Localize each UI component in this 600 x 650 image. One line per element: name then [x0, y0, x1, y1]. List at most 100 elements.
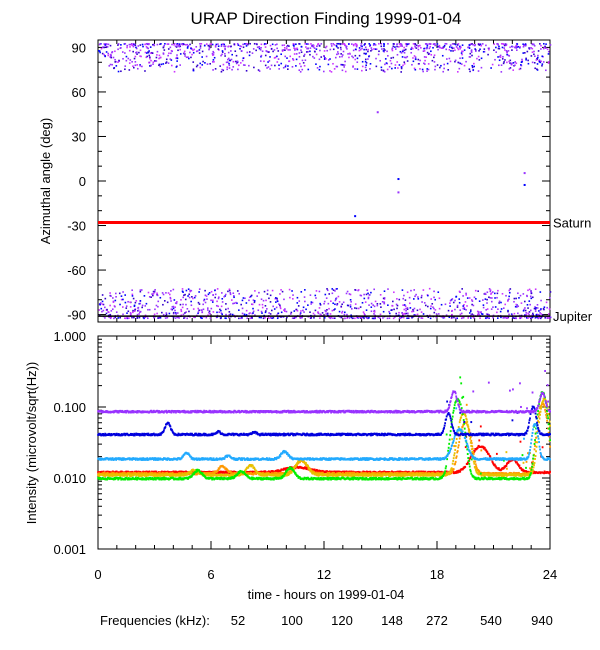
- azimuth-point: [176, 60, 178, 62]
- azimuth-point: [260, 55, 262, 58]
- azimuth-point: [252, 310, 255, 313]
- time-xtick-label: 24: [543, 567, 557, 582]
- intensity-point: [457, 444, 460, 447]
- azimuth-point: [357, 289, 360, 291]
- azimuth-point: [356, 57, 359, 60]
- azimuth-point: [324, 57, 326, 59]
- azimuth-point: [369, 45, 371, 48]
- azimuth-point: [330, 45, 333, 47]
- azimuth-point: [324, 293, 327, 296]
- azimuth-point: [489, 290, 492, 293]
- azimuth-point: [434, 44, 436, 47]
- intensity-point: [128, 474, 131, 477]
- azimuth-point: [540, 299, 542, 302]
- azimuth-point: [534, 310, 537, 312]
- azimuth-point: [461, 53, 463, 56]
- azimuth-point: [466, 305, 468, 307]
- azimuth-point: [162, 303, 164, 306]
- azimuth-point: [519, 294, 522, 297]
- intensity-point: [410, 472, 413, 475]
- intensity-point: [242, 473, 245, 476]
- azimuth-point: [390, 57, 393, 59]
- azimuth-point: [427, 68, 430, 71]
- azimuth-point: [370, 47, 373, 49]
- azimuth-point: [106, 43, 108, 45]
- azimuth-point: [264, 64, 267, 67]
- azimuth-point: [144, 316, 147, 319]
- azimuth-outlier-point: [523, 172, 526, 175]
- azimuth-point: [115, 65, 118, 67]
- azimuth-point: [248, 299, 250, 302]
- azimuth-point: [295, 308, 298, 311]
- intensity-point: [516, 472, 518, 475]
- azimuth-point: [351, 55, 353, 58]
- azimuth-point: [500, 316, 502, 319]
- azimuth-point: [528, 300, 531, 302]
- intensity-point: [138, 474, 141, 477]
- azimuth-point: [365, 293, 368, 296]
- intensity-point: [473, 449, 476, 452]
- azimuth-point: [118, 59, 120, 62]
- azimuth-point: [487, 53, 489, 56]
- azimuth-point: [137, 45, 140, 47]
- azimuth-point: [471, 54, 473, 57]
- azimuth-point: [171, 50, 173, 53]
- azimuth-point: [327, 59, 330, 61]
- intensity-point: [260, 474, 263, 477]
- azimuth-point: [183, 43, 185, 46]
- azimuth-point: [140, 289, 143, 291]
- azimuth-point: [284, 308, 286, 310]
- azimuth-point: [471, 43, 473, 45]
- azimuth-point: [339, 46, 342, 49]
- azimuth-point: [286, 44, 289, 47]
- intensity-point: [531, 461, 533, 464]
- azimuth-point: [231, 313, 234, 316]
- intensity-point: [268, 470, 271, 473]
- intensity-point: [351, 473, 354, 476]
- azimuth-point: [439, 46, 441, 49]
- azimuth-point: [221, 51, 224, 53]
- azimuth-point: [507, 299, 509, 301]
- intensity-point: [270, 470, 273, 473]
- azimuth-point: [224, 317, 226, 319]
- intensity-point: [537, 415, 540, 418]
- azimuth-point: [343, 317, 346, 320]
- intensity-point: [284, 474, 287, 477]
- azimuth-point: [312, 55, 314, 58]
- azimuth-point: [278, 68, 280, 70]
- azimuth-point: [197, 307, 200, 310]
- intensity-point: [391, 471, 393, 474]
- azimuth-point: [129, 312, 132, 314]
- azimuth-point: [221, 50, 224, 52]
- azimuth-point: [298, 43, 300, 45]
- azimuth-point: [370, 306, 373, 308]
- azimuth-point: [342, 301, 345, 304]
- azimuth-point: [264, 316, 266, 319]
- azimuth-point: [110, 295, 112, 297]
- azimuth-point: [229, 291, 232, 294]
- azimuth-point: [543, 306, 546, 309]
- azimuth-point: [147, 317, 149, 320]
- azimuth-point: [426, 305, 429, 308]
- azimuth-point: [151, 52, 154, 54]
- azimuth-point: [453, 316, 455, 319]
- intensity-point: [453, 452, 456, 455]
- azimuth-point: [406, 60, 409, 62]
- azimuth-point: [288, 45, 290, 47]
- azimuth-point: [461, 50, 463, 53]
- intensity-point: [341, 470, 344, 473]
- azimuth-point: [111, 51, 114, 53]
- azimuth-point: [446, 58, 448, 60]
- azimuth-point: [486, 302, 488, 304]
- azimuth-point: [111, 63, 113, 66]
- azimuth-point: [381, 48, 383, 50]
- azimuth-point: [127, 310, 130, 313]
- azimuth-point: [220, 54, 222, 57]
- azimuth-point: [150, 64, 152, 67]
- azimuth-point: [197, 301, 200, 304]
- intensity-point: [370, 474, 373, 477]
- intensity-point: [180, 470, 183, 473]
- intensity-point: [302, 459, 305, 462]
- intensity-point: [458, 437, 461, 440]
- azimuth-point: [282, 49, 285, 51]
